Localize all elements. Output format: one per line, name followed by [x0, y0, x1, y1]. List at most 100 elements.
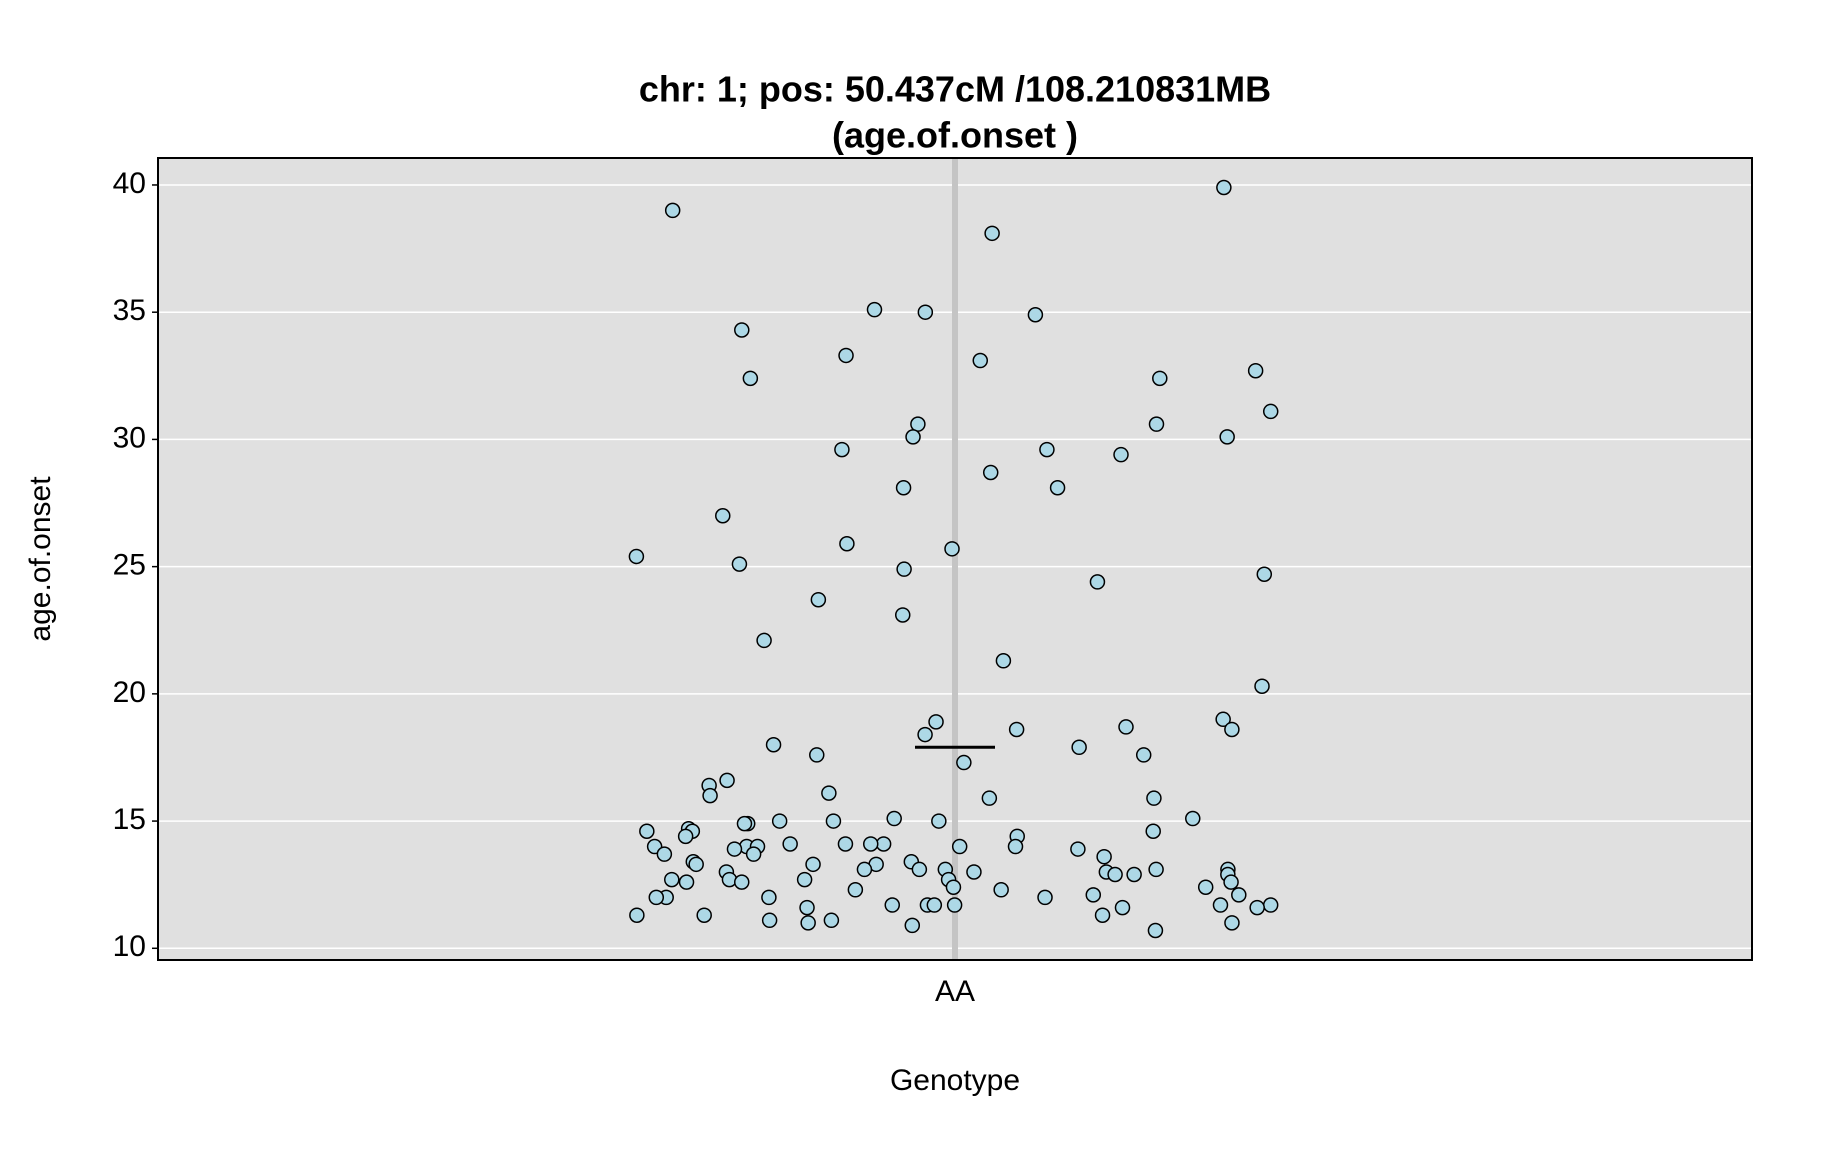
point	[982, 464, 999, 481]
point	[719, 772, 735, 789]
point	[761, 889, 777, 906]
point	[1096, 848, 1112, 865]
point	[800, 915, 816, 931]
point	[1185, 810, 1201, 827]
point	[1114, 899, 1131, 916]
point	[838, 347, 854, 364]
point	[1118, 719, 1134, 735]
point	[734, 322, 750, 338]
point	[721, 871, 738, 888]
point	[904, 917, 921, 934]
point	[745, 846, 762, 862]
point	[761, 912, 778, 929]
point	[628, 548, 645, 565]
point	[945, 879, 962, 895]
point	[1070, 841, 1086, 857]
point	[1071, 739, 1087, 756]
point	[1126, 866, 1142, 883]
point	[678, 874, 695, 890]
point	[875, 836, 892, 852]
point	[895, 480, 912, 496]
point	[1216, 179, 1232, 196]
point	[664, 871, 680, 888]
point	[736, 815, 753, 832]
point	[1254, 678, 1270, 694]
point	[917, 304, 934, 320]
point	[1037, 889, 1053, 906]
point	[1215, 711, 1231, 728]
y-tick-label: 25	[113, 549, 146, 582]
point	[1231, 887, 1247, 903]
point	[911, 861, 928, 878]
x-axis-label: Genotype	[890, 1064, 1020, 1097]
point	[677, 828, 694, 845]
y-tick-label: 40	[113, 167, 146, 200]
point	[866, 301, 883, 318]
point	[993, 882, 1009, 898]
point	[1256, 566, 1273, 583]
point	[917, 726, 933, 743]
point	[847, 882, 864, 898]
point	[823, 912, 840, 929]
point	[946, 897, 963, 913]
point	[1039, 441, 1055, 458]
y-axis-label: age.of.onset	[24, 476, 57, 642]
point	[1224, 915, 1240, 931]
point	[910, 416, 926, 432]
point	[742, 370, 759, 387]
point	[1224, 721, 1240, 738]
point	[782, 836, 798, 852]
point	[931, 813, 947, 829]
point	[796, 871, 813, 888]
point	[995, 653, 1012, 669]
point	[884, 897, 901, 913]
y-tick-label: 30	[113, 421, 146, 454]
chart-subtitle: (age.of.onset )	[832, 115, 1078, 156]
y-tick-label: 20	[113, 676, 146, 709]
point	[688, 856, 704, 873]
point	[1152, 370, 1168, 387]
point	[1212, 897, 1229, 913]
point	[1148, 861, 1164, 878]
point	[733, 874, 750, 890]
point	[726, 841, 743, 857]
point	[1146, 790, 1162, 806]
y-tick-label: 15	[113, 803, 146, 836]
point	[886, 810, 902, 827]
point	[956, 754, 972, 771]
point	[799, 899, 815, 916]
point	[648, 889, 665, 906]
point	[821, 785, 837, 801]
point	[731, 556, 748, 572]
point	[1148, 416, 1165, 432]
point	[1249, 899, 1265, 916]
point	[1262, 897, 1279, 913]
point	[1247, 362, 1264, 379]
point	[862, 836, 879, 852]
chart-title: chr: 1; pos: 50.437cM /108.210831MB	[639, 69, 1271, 110]
point	[715, 507, 731, 524]
point	[1145, 823, 1161, 840]
point	[639, 823, 655, 840]
point	[825, 813, 842, 829]
point	[1262, 403, 1279, 420]
point	[765, 736, 782, 753]
point	[771, 813, 788, 829]
point	[810, 591, 827, 608]
point	[837, 836, 854, 852]
point	[834, 441, 850, 458]
point	[702, 787, 718, 804]
point	[1027, 306, 1044, 323]
point	[1219, 429, 1235, 445]
point	[1113, 446, 1129, 463]
point	[1008, 721, 1025, 738]
point	[756, 632, 772, 649]
point	[809, 747, 825, 763]
point	[926, 897, 943, 913]
plot-border	[157, 157, 1753, 961]
point	[984, 225, 1000, 242]
point	[972, 352, 989, 369]
point	[1085, 887, 1102, 903]
point	[805, 856, 821, 873]
point	[1223, 874, 1239, 890]
